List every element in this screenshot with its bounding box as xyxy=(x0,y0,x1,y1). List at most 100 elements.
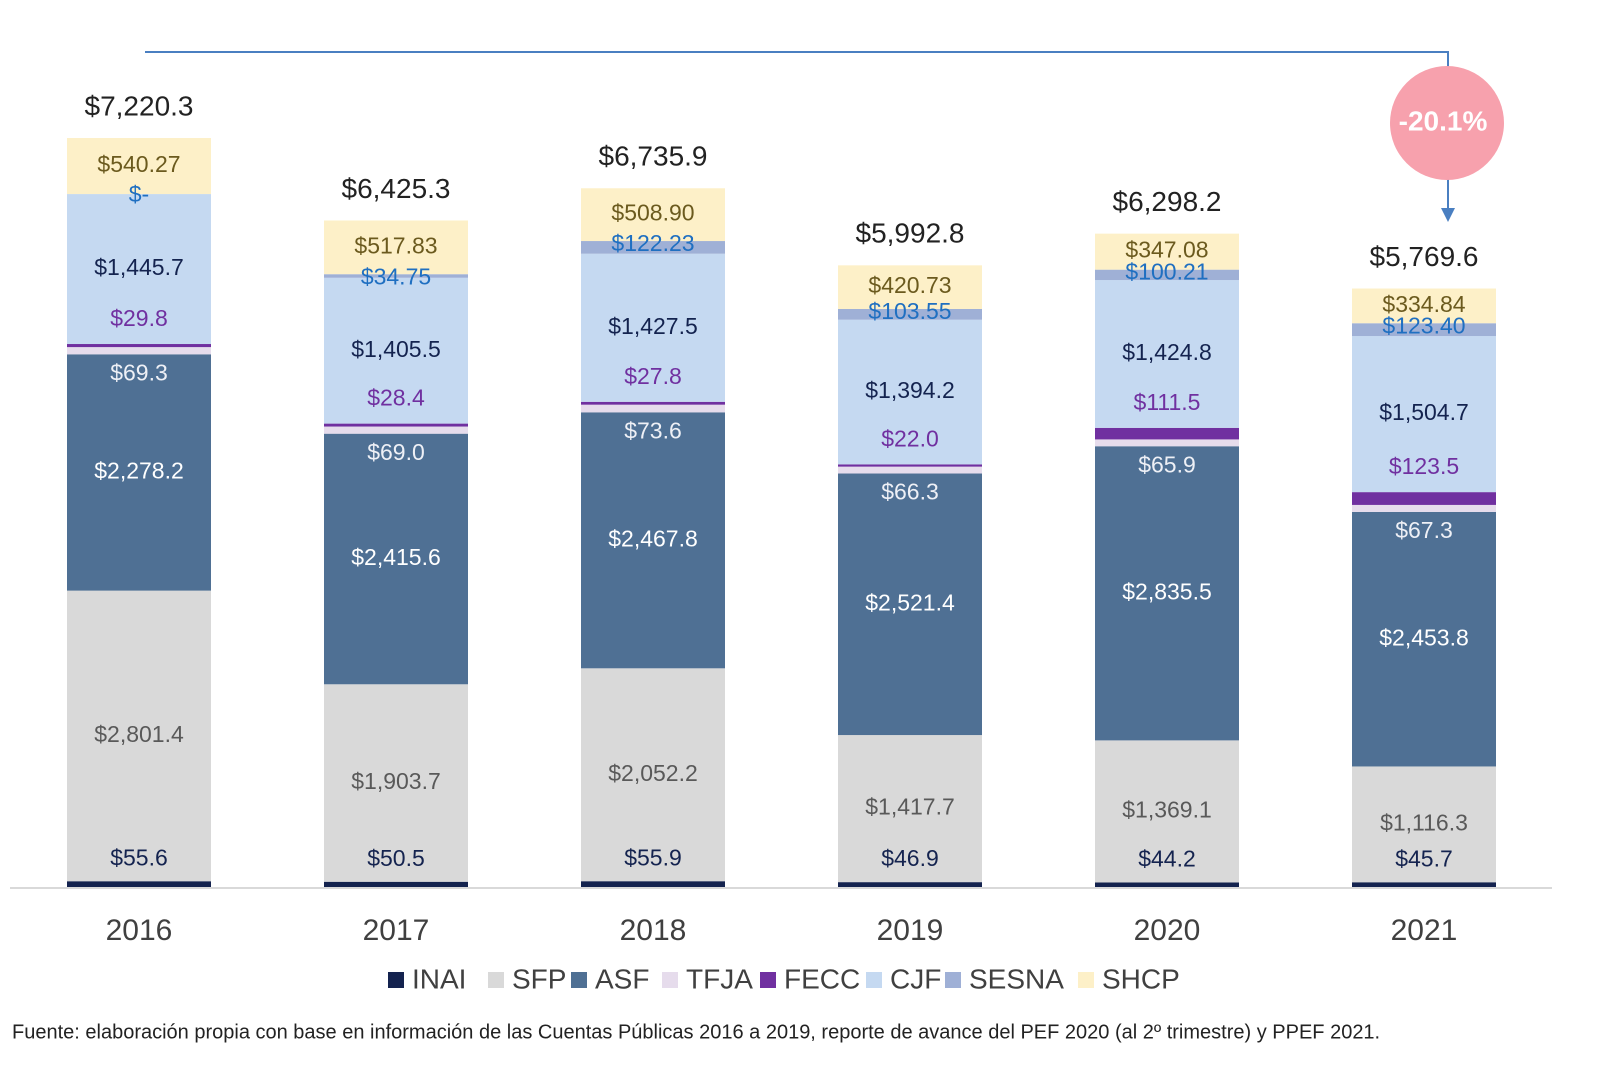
legend-label: INAI xyxy=(412,963,466,994)
bar-segment xyxy=(324,220,468,275)
value-label: $122.23 xyxy=(611,230,694,256)
value-label: $2,467.8 xyxy=(608,525,698,551)
bar-segment xyxy=(324,426,468,434)
value-label: $1,445.7 xyxy=(94,254,184,280)
bar-segment xyxy=(1352,288,1496,324)
value-label: $100.21 xyxy=(1125,259,1208,285)
bar-segment xyxy=(838,882,982,887)
bar-segment xyxy=(838,464,982,467)
x-tick-label: 2020 xyxy=(1134,914,1201,947)
value-label: $334.84 xyxy=(1382,291,1465,317)
value-label: $67.3 xyxy=(1395,517,1453,543)
legend-swatch xyxy=(571,972,587,988)
bar-segment xyxy=(1352,504,1496,512)
bar-segment xyxy=(581,404,725,413)
bar-segment xyxy=(324,277,468,424)
x-tick-label: 2019 xyxy=(877,914,944,947)
x-tick-label: 2016 xyxy=(106,914,173,947)
bar-segment xyxy=(324,274,468,278)
total-label: $6,425.3 xyxy=(342,173,451,204)
value-label: $2,052.2 xyxy=(608,760,698,786)
total-label: $6,735.9 xyxy=(599,141,708,172)
bar-segment xyxy=(581,881,725,887)
bar-segment xyxy=(67,344,211,348)
legend-label: FECC xyxy=(784,963,860,994)
bar-segment xyxy=(1095,233,1239,270)
legend-swatch xyxy=(388,972,404,988)
value-label: $2,801.4 xyxy=(94,721,184,747)
value-label: $2,415.6 xyxy=(351,544,441,570)
bar-segment xyxy=(1095,446,1239,741)
bar-segment xyxy=(1352,336,1496,493)
legend-label: TFJA xyxy=(686,963,753,994)
x-tick-label: 2017 xyxy=(363,914,430,947)
bar-segment xyxy=(1352,511,1496,767)
bar-segment xyxy=(1352,492,1496,505)
bar-segment xyxy=(1095,427,1239,440)
total-label: $5,992.8 xyxy=(856,218,965,249)
bar-segment xyxy=(67,138,211,195)
value-label: $1,405.5 xyxy=(351,336,441,362)
bar-segment xyxy=(581,253,725,402)
bar-segment xyxy=(1352,323,1496,337)
value-label: $29.8 xyxy=(110,305,168,331)
bar-segment xyxy=(581,668,725,882)
bar-segment xyxy=(838,735,982,883)
value-label: $508.90 xyxy=(611,200,694,226)
legend-swatch xyxy=(488,972,504,988)
legend-label: SFP xyxy=(512,963,566,994)
legend-swatch xyxy=(760,972,776,988)
value-label: $45.7 xyxy=(1395,845,1453,871)
value-label: $1,394.2 xyxy=(865,377,955,403)
bar-segment xyxy=(838,319,982,465)
change-badge xyxy=(1390,66,1504,180)
bar-segment xyxy=(838,466,982,474)
bar-segment xyxy=(1095,280,1239,428)
value-label: $420.73 xyxy=(868,272,951,298)
value-label: $28.4 xyxy=(367,385,425,411)
legend-swatch xyxy=(866,972,882,988)
value-label: $1,504.7 xyxy=(1379,399,1469,425)
value-label: $1,427.5 xyxy=(608,313,698,339)
bar-segment xyxy=(324,433,468,685)
value-label: $2,521.4 xyxy=(865,589,955,615)
x-tick-label: 2018 xyxy=(620,914,687,947)
value-label: $22.0 xyxy=(881,425,939,451)
source-note: Fuente: elaboración propia con base en i… xyxy=(12,1021,1380,1043)
bar-segment xyxy=(67,194,211,345)
legend-swatch xyxy=(1078,972,1094,988)
bar-segment xyxy=(324,423,468,427)
value-label: $46.9 xyxy=(881,845,939,871)
value-label: $103.55 xyxy=(868,298,951,324)
bar-segment xyxy=(581,188,725,242)
value-label: $69.3 xyxy=(110,359,168,385)
value-label: $65.9 xyxy=(1138,451,1196,477)
total-label: $6,298.2 xyxy=(1113,186,1222,217)
bar-segment xyxy=(67,590,211,882)
value-label: $2,278.2 xyxy=(94,458,184,484)
bar-segment xyxy=(1095,439,1239,447)
value-label: $540.27 xyxy=(97,151,180,177)
bar-segment xyxy=(838,473,982,736)
value-label: $73.6 xyxy=(624,417,682,443)
arrow-head xyxy=(1441,208,1455,222)
value-label: $1,116.3 xyxy=(1380,809,1468,835)
legend-swatch xyxy=(662,972,678,988)
legend-swatch xyxy=(945,972,961,988)
value-label: $55.6 xyxy=(110,844,168,870)
bar-segment xyxy=(581,412,725,669)
value-label: $123.5 xyxy=(1389,453,1459,479)
value-label: $347.08 xyxy=(1125,237,1208,263)
value-label: $44.2 xyxy=(1138,845,1196,871)
bar-segment xyxy=(67,354,211,591)
bar-segment xyxy=(1352,766,1496,883)
value-label: $2,835.5 xyxy=(1122,578,1212,604)
value-label: $1,424.8 xyxy=(1122,339,1212,365)
bar-segment xyxy=(1095,882,1239,887)
value-label: $1,369.1 xyxy=(1122,796,1212,822)
bar-segment xyxy=(324,881,468,887)
bar-segment xyxy=(838,308,982,320)
bar-segment xyxy=(1095,740,1239,883)
bar-segment xyxy=(67,347,211,355)
